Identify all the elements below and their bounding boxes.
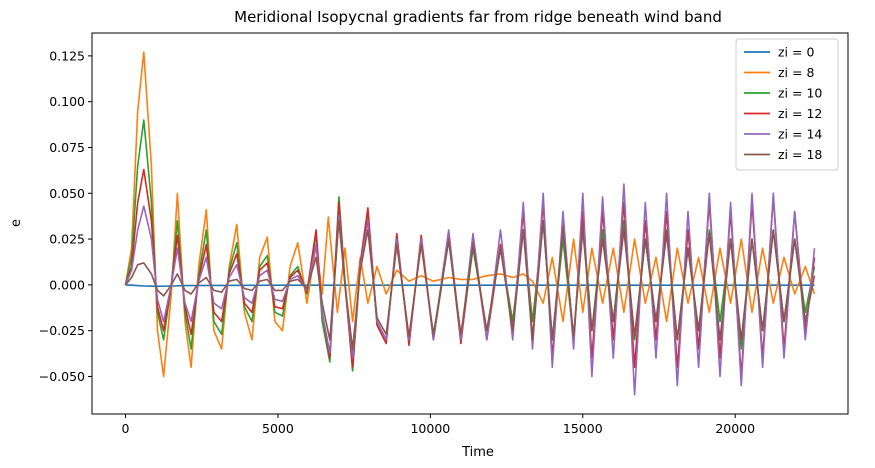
y-tick-label: −0.025 bbox=[39, 323, 85, 338]
legend-label: zi = 18 bbox=[778, 147, 822, 162]
legend-label: zi = 10 bbox=[778, 86, 822, 101]
y-tick-label: 0.025 bbox=[49, 232, 85, 247]
legend-label: zi = 0 bbox=[778, 45, 814, 60]
x-tick-label: 0 bbox=[122, 421, 130, 436]
plot-area bbox=[124, 51, 816, 396]
x-tick-label: 10000 bbox=[410, 421, 450, 436]
y-tick-label: 0.050 bbox=[49, 186, 85, 201]
series-line-0 bbox=[125, 284, 815, 288]
x-tick-label: 5000 bbox=[262, 421, 294, 436]
x-tick-label: 20000 bbox=[715, 421, 755, 436]
y-tick-label: 0.100 bbox=[49, 94, 85, 109]
x-axis-label: Time bbox=[461, 445, 494, 460]
plot-frame bbox=[91, 32, 849, 415]
y-axis: −0.050 −0.025 0.000 0.025 0.050 0.075 0.100 0.1… bbox=[39, 48, 92, 384]
y-axis-label: e bbox=[9, 219, 24, 227]
legend-label: zi = 8 bbox=[778, 65, 814, 80]
series-line-4 bbox=[124, 183, 816, 396]
y-tick-label: 0.075 bbox=[49, 140, 85, 155]
x-axis: 0 5000 10000 15000 20000 bbox=[122, 414, 755, 436]
y-tick-label: 0.000 bbox=[49, 277, 85, 292]
chart-title: Meridional Isopycnal gradients far from … bbox=[234, 8, 722, 26]
series-line-5 bbox=[124, 220, 816, 350]
legend-label: zi = 12 bbox=[778, 106, 822, 121]
legend-label: zi = 14 bbox=[778, 127, 822, 142]
legend: zi = 0 zi = 8 zi = 10 zi = 12 zi = 14 zi = 18 bbox=[735, 38, 839, 171]
y-tick-label: 0.125 bbox=[49, 48, 85, 63]
y-tick-label: −0.050 bbox=[39, 369, 85, 384]
x-tick-label: 15000 bbox=[563, 421, 603, 436]
